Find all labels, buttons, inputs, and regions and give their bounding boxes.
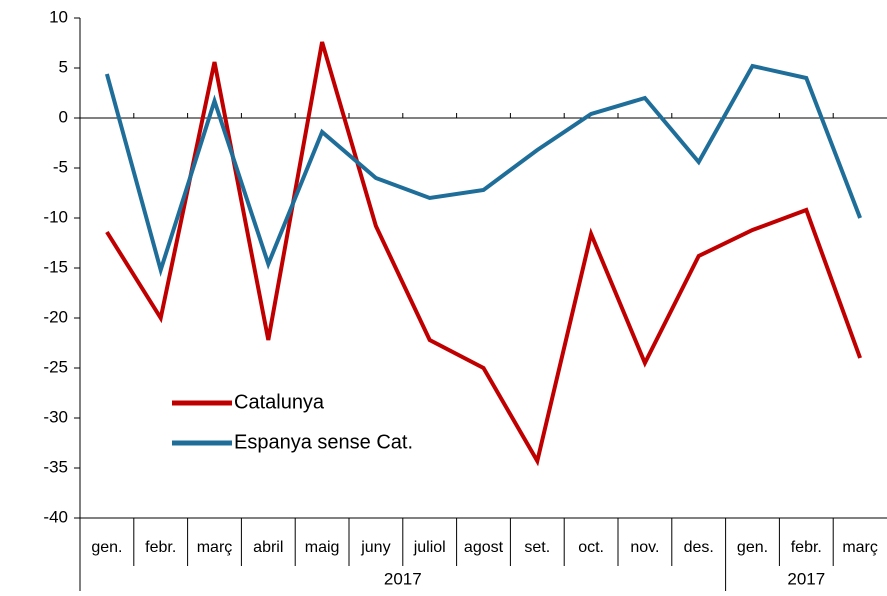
y-tick-label: -10 [43,207,68,226]
y-tick-label: 0 [59,107,68,126]
series-line [105,41,862,467]
x-tick-label: febr. [791,539,822,556]
x-tick-label: set. [524,539,550,556]
legend-label: Catalunya [234,391,325,413]
x-tick-label: gen. [91,539,122,556]
x-tick-label: agost [464,539,504,556]
y-tick-label: -35 [43,457,68,476]
x-tick-label: abril [253,539,283,556]
group-label: 2017 [787,569,825,588]
x-tick-label: oct. [578,539,604,556]
group-label: 2017 [384,569,422,588]
x-tick-label: juliol [413,539,446,556]
y-tick-label: 5 [59,57,68,76]
y-tick-label: -25 [43,357,68,376]
y-tick-label: -30 [43,407,68,426]
x-tick-label: març [842,539,878,556]
x-tick-label: març [197,539,233,556]
legend-label: Espanya sense Cat. [234,431,413,453]
x-tick-label: febr. [145,539,176,556]
y-tick-label: -5 [53,157,68,176]
x-tick-label: maig [305,539,340,556]
x-tick-label: juny [360,539,390,556]
y-tick-label: 10 [49,7,68,26]
y-tick-label: -15 [43,257,68,276]
series-line [104,63,862,278]
x-tick-label: nov. [630,539,659,556]
y-tick-label: -20 [43,307,68,326]
x-tick-label: gen. [737,539,768,556]
y-tick-label: -40 [43,507,68,526]
x-tick-label: des. [684,539,714,556]
